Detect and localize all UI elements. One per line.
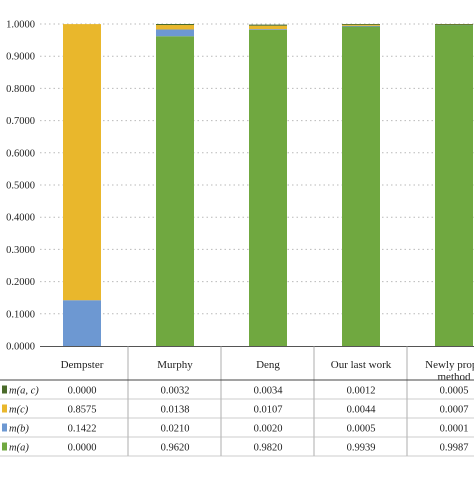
- y-tick-label: 0.3000: [6, 245, 35, 256]
- bar-segment: [156, 25, 194, 30]
- bar-segment: [63, 300, 101, 346]
- axis-layer: 0.0000 0.1000 0.2000 0.3000 0.4000 0.5000 0.60…: [6, 20, 474, 456]
- table-value: 0.0107: [254, 405, 283, 416]
- table-value: 0.0032: [161, 386, 190, 397]
- bar-segment: [63, 24, 101, 301]
- table-value: 0.0001: [440, 424, 469, 435]
- table-value: 0.9987: [440, 443, 469, 454]
- y-tick-label: 1.0000: [6, 20, 35, 31]
- table-value: 0.9620: [161, 443, 190, 454]
- category-label: Dempster: [61, 359, 104, 371]
- table-value: 0.0044: [347, 405, 377, 416]
- category-label: Newly propo: [425, 359, 474, 371]
- bar-segment: [342, 24, 380, 25]
- table-value: 0.0005: [347, 424, 376, 435]
- table-value: 0.0012: [347, 386, 376, 397]
- y-tick-label: 0.6000: [6, 148, 35, 159]
- bars-layer: [63, 24, 473, 347]
- bar-segment: [342, 25, 380, 346]
- category-label: method: [438, 371, 471, 383]
- bar-segment: [156, 29, 194, 37]
- table-value: 0.0138: [161, 405, 190, 416]
- bar-segment: [435, 24, 473, 25]
- y-tick-label: 0.0000: [6, 342, 35, 353]
- legend-label: m(a): [9, 443, 29, 454]
- y-tick-label: 0.2000: [6, 277, 35, 288]
- legend-swatch: [2, 442, 7, 451]
- table-value: 0.0007: [440, 405, 469, 416]
- bar-segment: [249, 25, 287, 30]
- bar-segment: [249, 29, 287, 30]
- table-value: 0.9939: [347, 443, 376, 454]
- table-value: 0.0000: [68, 443, 97, 454]
- legend-label: m(a, c): [9, 386, 39, 397]
- bar-segment: [342, 24, 380, 26]
- table-value: 0.0020: [254, 424, 283, 435]
- legend-label: m(c): [9, 405, 29, 416]
- table-value: 0.0034: [254, 386, 284, 397]
- bar-segment: [342, 25, 380, 27]
- table-value: 0.1422: [68, 424, 97, 435]
- y-tick-label: 0.9000: [6, 52, 35, 63]
- legend-swatch: [2, 404, 7, 413]
- y-tick-label: 0.5000: [6, 181, 35, 192]
- table-value: 0.8575: [68, 405, 97, 416]
- table-value: 0.0005: [440, 386, 469, 397]
- bar-segment: [435, 24, 473, 346]
- bar-segment: [156, 24, 194, 26]
- legend-swatch: [2, 423, 7, 432]
- category-label: Deng: [256, 359, 280, 371]
- category-label: Murphy: [157, 359, 193, 371]
- y-tick-label: 0.4000: [6, 213, 35, 224]
- bar-segment: [249, 29, 287, 347]
- table-value: 0.0000: [68, 386, 97, 397]
- y-tick-label: 0.8000: [6, 84, 35, 95]
- category-label: Our last work: [331, 359, 392, 371]
- y-tick-label: 0.7000: [6, 116, 35, 127]
- legend-swatch: [2, 385, 7, 394]
- data-table: m(a, c) 0.0000 0.0032 0.0034 0.0012 0.0005 m(c…: [0, 379, 474, 457]
- table-value: 0.0210: [161, 424, 190, 435]
- legend-label: m(b): [9, 424, 29, 435]
- bar-segment: [249, 24, 287, 26]
- bar-segment: [156, 36, 194, 347]
- y-tick-label: 0.1000: [6, 309, 35, 320]
- table-value: 0.9820: [254, 443, 283, 454]
